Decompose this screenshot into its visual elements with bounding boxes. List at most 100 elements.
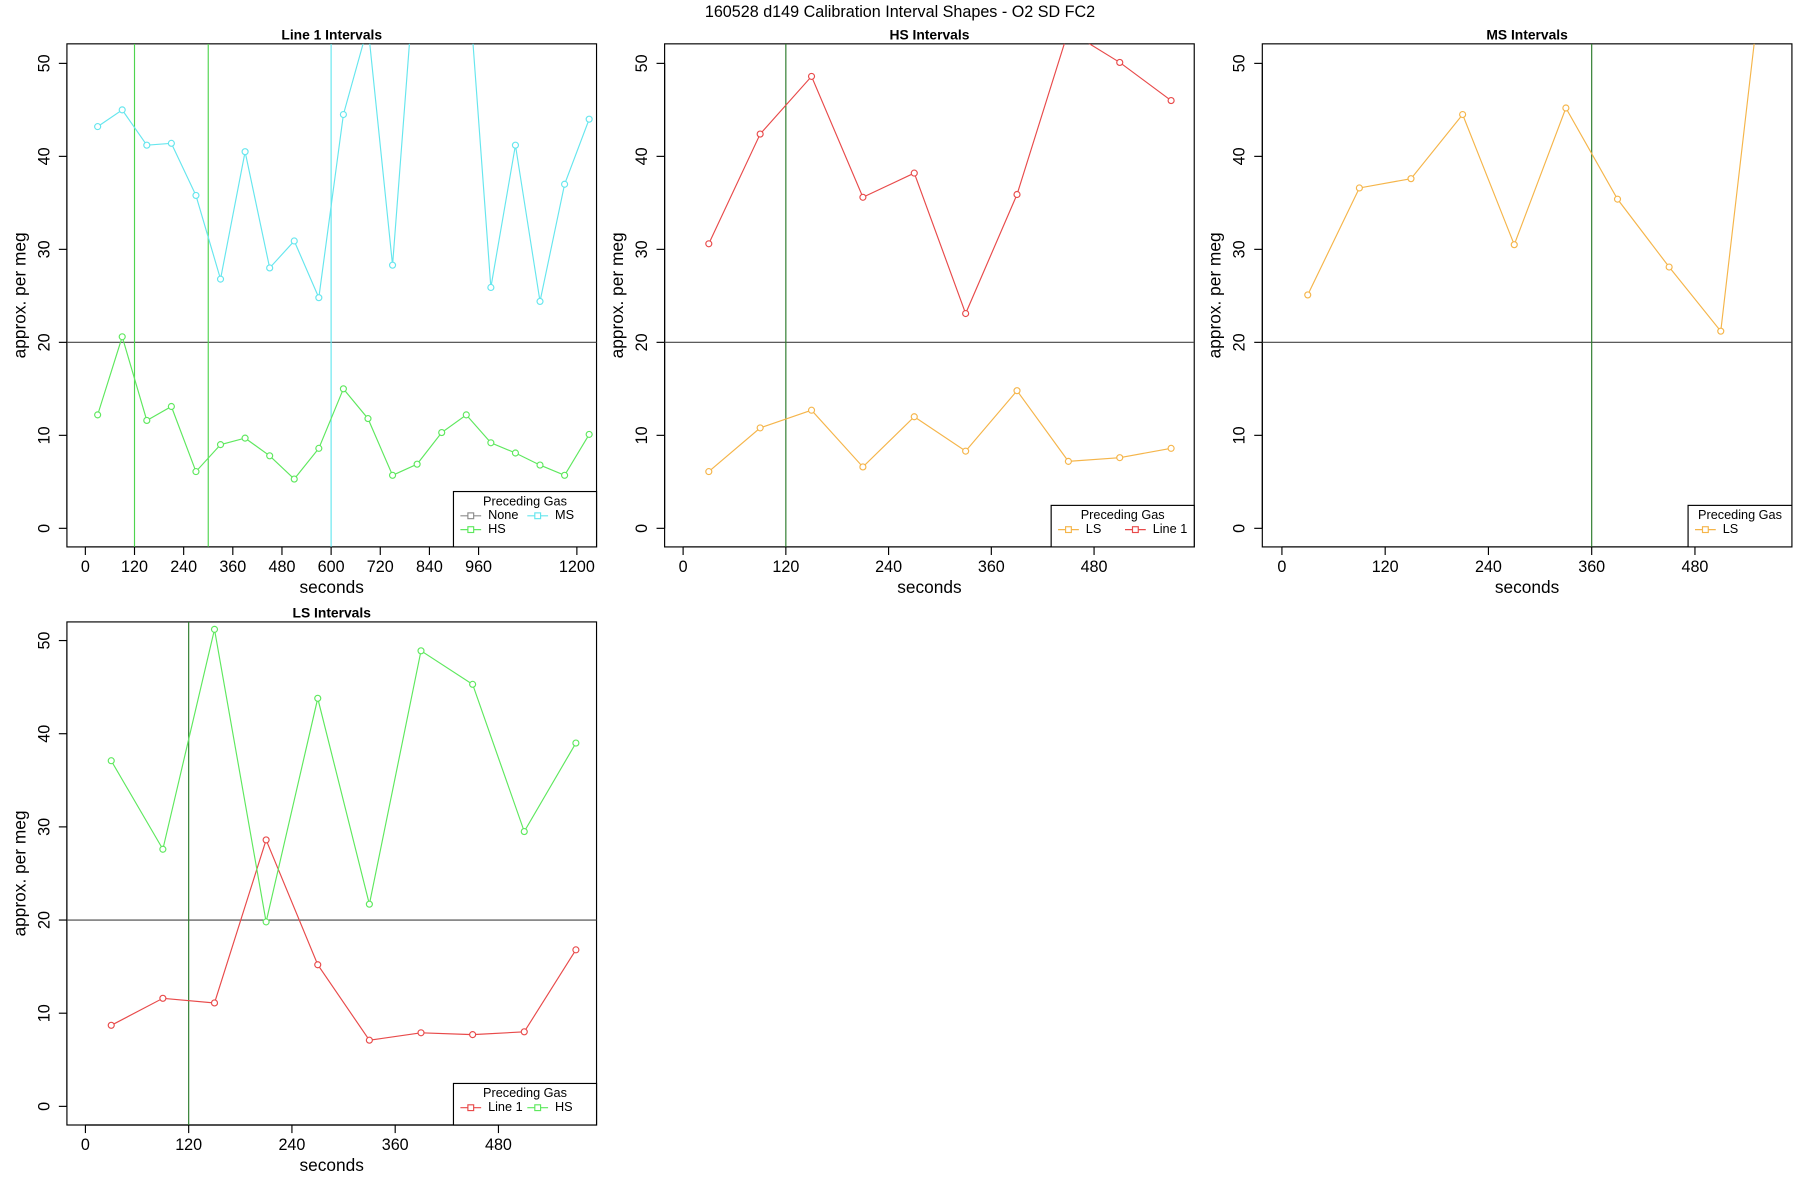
x-tick-label: 0	[81, 1136, 90, 1154]
data-point	[1116, 454, 1124, 462]
legend-title: Preceding Gas	[1081, 508, 1165, 522]
y-tick-label: 30	[35, 240, 53, 258]
series-line	[97, 43, 590, 302]
data-point	[910, 169, 918, 177]
y-tick-label: 20	[633, 333, 651, 351]
x-tick-label: 360	[382, 1136, 409, 1154]
data-point	[290, 237, 298, 245]
y-tick-label: 10	[633, 426, 651, 444]
data-point	[210, 625, 219, 633]
data-point	[364, 415, 372, 423]
y-axis-title: approx. per meg	[1205, 232, 1225, 358]
panel-title: HS Intervals	[889, 26, 969, 42]
data-point	[365, 900, 373, 908]
data-point	[107, 757, 115, 765]
data-point	[572, 946, 580, 954]
data-point	[962, 447, 970, 455]
y-tick-label: 30	[1231, 240, 1249, 258]
data-point	[910, 413, 918, 421]
data-point	[705, 240, 713, 248]
data-point	[417, 647, 425, 655]
data-point	[216, 441, 225, 449]
x-tick-label: 480	[1681, 558, 1708, 576]
x-tick-label: 0	[81, 558, 90, 576]
data-point	[756, 130, 764, 138]
data-point	[962, 309, 970, 318]
y-tick-label: 30	[35, 818, 53, 836]
y-tick-label: 50	[35, 54, 53, 72]
data-point	[859, 463, 867, 471]
x-tick-label: 240	[170, 558, 197, 576]
series-line	[708, 389, 1172, 473]
data-point	[807, 72, 816, 80]
y-tick-label: 0	[633, 524, 651, 533]
data-point	[561, 471, 569, 479]
legend-box	[1050, 504, 1195, 548]
data-point	[314, 961, 322, 969]
legend-marker	[467, 526, 475, 534]
legend-marker	[467, 512, 475, 520]
data-point	[520, 827, 528, 836]
legend-label: LS	[1723, 522, 1739, 536]
data-point	[1510, 241, 1518, 249]
data-point	[1304, 291, 1312, 299]
y-tick-label: 40	[35, 147, 53, 165]
legend-label: MS	[555, 508, 574, 522]
data-point	[365, 1036, 373, 1044]
data-point	[94, 411, 102, 419]
data-point	[1013, 190, 1021, 199]
plot-frame	[664, 43, 1195, 548]
data-point	[417, 1029, 425, 1037]
y-tick-label: 10	[1231, 426, 1249, 444]
data-point	[1167, 444, 1175, 452]
data-point	[241, 148, 249, 156]
x-tick-label: 120	[1372, 558, 1399, 576]
data-point	[487, 283, 495, 292]
y-tick-label: 0	[35, 524, 53, 533]
data-point	[167, 402, 175, 411]
y-tick-label: 50	[35, 632, 53, 650]
data-point	[1355, 184, 1363, 192]
x-tick-label: 360	[978, 558, 1005, 576]
legend-marker	[534, 1104, 542, 1112]
panel-title: LS Intervals	[293, 605, 372, 621]
data-point	[487, 439, 495, 447]
x-axis-title: seconds	[300, 577, 365, 597]
plot-frame	[66, 43, 598, 548]
y-tick-label: 0	[1231, 524, 1249, 533]
data-point	[266, 452, 274, 460]
data-point	[585, 430, 593, 438]
legend-title: Preceding Gas	[1698, 508, 1782, 522]
legend-marker	[1701, 526, 1709, 534]
x-tick-label: 960	[465, 558, 492, 576]
y-tick-label: 10	[35, 426, 53, 444]
x-tick-label: 120	[772, 558, 799, 576]
x-tick-label: 360	[1578, 558, 1605, 576]
data-point	[262, 918, 270, 926]
x-tick-label: 240	[1475, 558, 1502, 576]
x-tick-label: 0	[679, 558, 688, 576]
panel: MS Intervals 0 120 240 360 480 seconds 0 10 20 30 4…	[1205, 26, 1793, 597]
data-point	[561, 180, 569, 188]
series-line	[110, 838, 577, 1041]
data-point	[159, 845, 167, 853]
y-axis-title: approx. per meg	[9, 810, 29, 936]
y-tick-label: 40	[35, 725, 53, 743]
x-tick-label: 480	[485, 1136, 512, 1154]
data-point	[572, 739, 580, 747]
data-point	[339, 110, 347, 119]
data-point	[241, 434, 249, 442]
y-tick-label: 0	[35, 1102, 53, 1111]
legend-label: LS	[1086, 522, 1102, 536]
panel: HS Intervals 0 120 240 360 480 seconds 0 10 20 30 4…	[607, 26, 1195, 597]
x-tick-label: 120	[175, 1136, 202, 1154]
data-point	[192, 191, 200, 199]
data-point	[315, 294, 323, 302]
data-point	[1116, 58, 1124, 67]
data-point	[315, 444, 323, 452]
plot-area	[664, 43, 1195, 547]
plot-frame	[66, 621, 598, 1126]
y-tick-label: 20	[35, 911, 53, 929]
data-point	[438, 428, 446, 437]
